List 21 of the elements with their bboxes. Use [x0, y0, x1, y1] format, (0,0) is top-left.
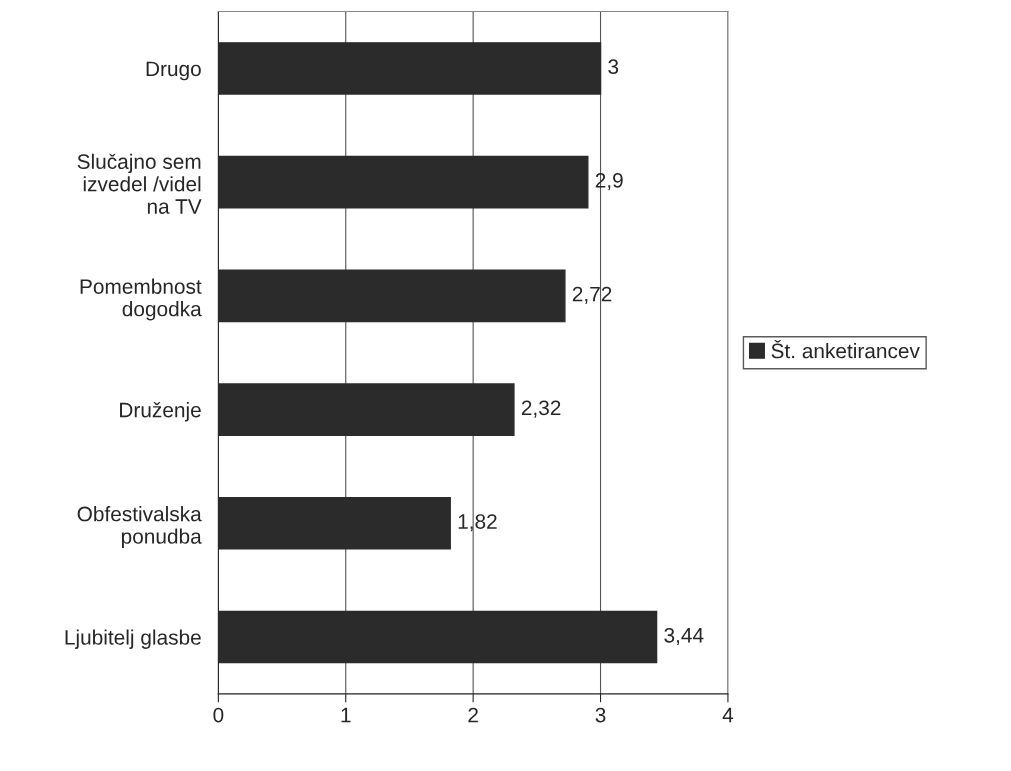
x-tick-label: 0	[213, 707, 224, 723]
y-tick-label: Slučajno sem izvedel /videl na TV	[77, 153, 202, 214]
bar	[218, 610, 658, 664]
bar	[218, 383, 515, 436]
legend-label: Št. anketirancev	[771, 339, 920, 359]
y-tick-label: Ljubitelj glasbe	[65, 629, 201, 649]
x-tick-label: 4	[722, 707, 734, 723]
y-tick-label: Obfestivalska ponudba	[77, 506, 202, 548]
y-tick-label: Druženje	[120, 402, 201, 422]
bar	[218, 269, 566, 323]
y-tick-label: Pomembnost dogodka	[80, 278, 202, 321]
y-tick-label: Drugo	[146, 61, 201, 81]
data-label: 3	[608, 59, 619, 75]
bar	[218, 42, 602, 95]
data-label: 3,44	[664, 627, 704, 646]
x-tick-label: 2	[468, 707, 478, 723]
bar	[218, 155, 589, 209]
x-tick-label: 3	[595, 707, 606, 723]
bar	[218, 497, 451, 550]
x-tick-label: 1	[341, 707, 351, 723]
data-label: 2,32	[521, 400, 561, 418]
